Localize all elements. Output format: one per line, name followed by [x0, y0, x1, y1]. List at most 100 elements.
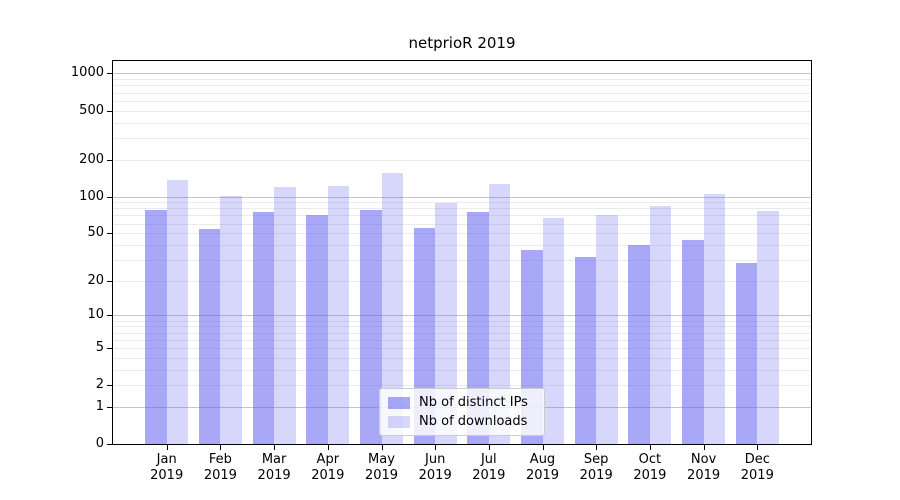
minor-gridline: [113, 357, 811, 359]
y-tick-label: 1000: [70, 65, 104, 81]
bar-downloads-oct: [649, 205, 672, 444]
x-tick-label: Jun 2019: [418, 452, 452, 483]
minor-gridline: [113, 137, 811, 139]
bar-downloads-feb: [220, 195, 242, 444]
legend: Nb of distinct IPs Nb of downloads: [379, 388, 545, 436]
x-tick-mark: [596, 445, 598, 450]
minor-gridline: [113, 233, 811, 235]
bar-downloads-may: [381, 173, 403, 444]
x-tick-label: Dec 2019: [740, 452, 774, 483]
y-tick-mark: [107, 315, 113, 317]
bar-distinct-ips-nov: [682, 239, 704, 444]
major-gridline: [113, 196, 811, 198]
y-tick-label: 200: [79, 151, 104, 167]
x-tick-label: Sep 2019: [579, 452, 613, 483]
bar-downloads-dec: [757, 211, 779, 444]
minor-gridline: [113, 202, 811, 204]
bar-distinct-ips-dec: [735, 263, 758, 444]
minor-gridline: [113, 122, 811, 124]
minor-gridline: [113, 208, 811, 210]
y-tick-label: 10: [87, 307, 104, 323]
x-tick-label: Apr 2019: [311, 452, 345, 483]
x-tick-label: Aug 2019: [525, 452, 560, 483]
y-tick-mark: [107, 196, 113, 198]
y-tick-label: 5: [95, 339, 104, 355]
x-tick-mark: [435, 445, 437, 450]
bar-distinct-ips-may: [360, 210, 382, 444]
major-gridline: [113, 315, 811, 317]
chart-title: netprioR 2019: [408, 34, 516, 52]
x-tick-label: Jul 2019: [472, 452, 506, 483]
minor-gridline: [113, 326, 811, 328]
minor-gridline: [113, 339, 811, 341]
y-tick-mark: [107, 406, 113, 408]
bar-downloads-aug: [542, 217, 564, 444]
minor-gridline: [113, 369, 811, 371]
minor-gridline: [113, 215, 811, 217]
minor-gridline: [113, 259, 811, 261]
bar-distinct-ips-sep: [574, 256, 597, 444]
x-tick-mark: [488, 445, 490, 450]
bar-distinct-ips-apr: [306, 214, 328, 444]
minor-gridline: [113, 332, 811, 334]
y-tick-mark: [107, 159, 113, 161]
y-tick-label: 50: [87, 225, 104, 241]
x-tick-mark: [166, 445, 168, 450]
legend-item-downloads: Nb of downloads: [388, 412, 536, 431]
bar-distinct-ips-jan: [145, 209, 167, 444]
legend-swatch-downloads: [388, 415, 410, 428]
legend-item-distinct-ips: Nb of distinct IPs: [388, 393, 536, 412]
y-tick-mark: [107, 347, 113, 349]
y-tick-mark: [107, 73, 113, 75]
y-tick-mark: [107, 385, 113, 387]
bar-downloads-jun: [435, 202, 457, 444]
bar-downloads-sep: [596, 215, 618, 444]
bar-downloads-apr: [327, 185, 350, 444]
x-tick-label: Oct 2019: [633, 452, 667, 483]
bar-distinct-ips-oct: [628, 244, 650, 444]
bar-distinct-ips-mar: [252, 212, 275, 444]
minor-gridline: [113, 159, 811, 161]
legend-label-distinct-ips: Nb of distinct IPs: [419, 395, 528, 410]
y-tick-mark: [107, 233, 113, 235]
minor-gridline: [113, 100, 811, 102]
y-tick-label: 100: [79, 188, 104, 204]
minor-gridline: [113, 244, 811, 246]
bar-downloads-nov: [703, 194, 726, 444]
minor-gridline: [113, 79, 811, 81]
minor-gridline: [113, 223, 811, 225]
x-tick-mark: [542, 445, 544, 450]
x-tick-mark: [649, 445, 651, 450]
y-tick-label: 2: [95, 377, 104, 393]
minor-gridline: [113, 110, 811, 112]
x-tick-label: Feb 2019: [203, 452, 237, 483]
x-tick-mark: [703, 445, 705, 450]
x-tick-mark: [757, 445, 759, 450]
x-tick-mark: [274, 445, 276, 450]
minor-gridline: [113, 320, 811, 322]
minor-gridline: [113, 385, 811, 387]
x-tick-mark: [220, 445, 222, 450]
y-tick-label: 20: [87, 272, 104, 288]
y-tick-label: 500: [79, 102, 104, 118]
legend-swatch-distinct-ips: [388, 396, 410, 409]
y-tick-mark: [107, 280, 113, 282]
y-tick-mark: [107, 110, 113, 112]
bar-downloads-mar: [274, 187, 296, 444]
x-tick-label: Mar 2019: [257, 452, 291, 483]
minor-gridline: [113, 85, 811, 87]
y-tick-mark: [107, 444, 113, 445]
x-tick-mark: [327, 445, 329, 450]
minor-gridline: [113, 92, 811, 94]
bar-distinct-ips-jul: [467, 211, 489, 444]
major-gridline: [113, 73, 811, 75]
x-tick-label: Jan 2019: [150, 452, 184, 483]
x-tick-label: Nov 2019: [687, 452, 721, 483]
y-tick-label: 0: [95, 436, 104, 451]
bar-downloads-jan: [166, 180, 189, 444]
bar-distinct-ips-feb: [198, 229, 221, 444]
bar-downloads-jul: [488, 183, 511, 444]
x-tick-mark: [381, 445, 383, 450]
legend-label-downloads: Nb of downloads: [419, 414, 528, 429]
